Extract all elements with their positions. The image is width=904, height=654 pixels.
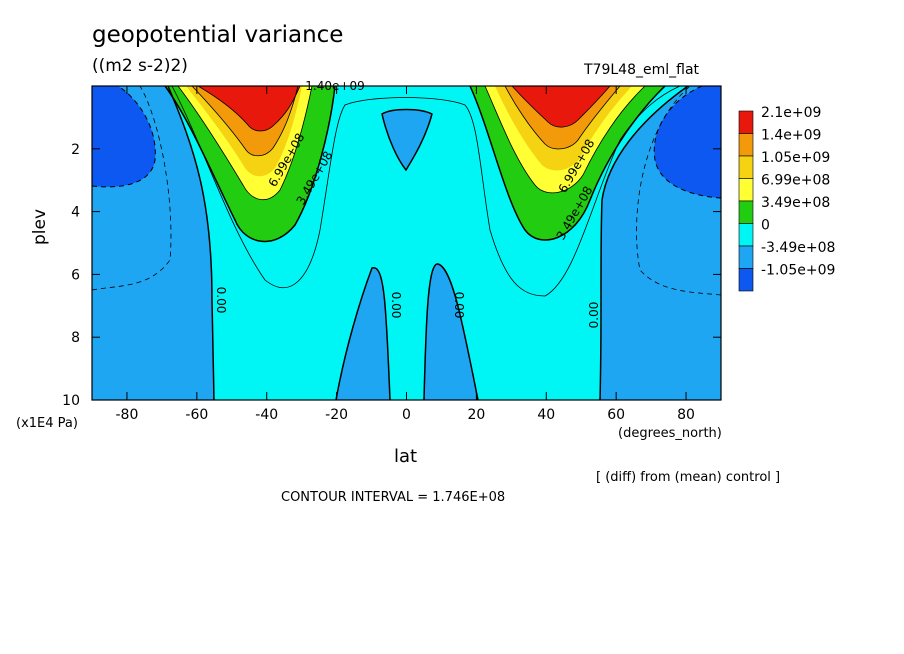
contour-yellow-right xyxy=(484,86,646,194)
contour-interval: CONTOUR INTERVAL = 1.746E+08 xyxy=(281,490,506,505)
colorbar-swatch xyxy=(738,133,754,157)
colorbar-label: 2.1e+09 xyxy=(761,105,821,121)
run-label: T79L48_eml_flat xyxy=(584,62,700,78)
contour-label: 0.00 xyxy=(452,292,466,319)
x-tick-label: -80 xyxy=(116,407,139,423)
contour-yellow-left xyxy=(177,86,313,200)
field-right-strong-negative xyxy=(654,86,721,198)
contour-zero-center-left xyxy=(335,267,391,400)
contour-dashed-left-outer xyxy=(92,86,172,291)
y-tick-label: 4 xyxy=(71,205,80,221)
colorbar-swatch xyxy=(738,110,754,134)
colorbar-label: 1.4e+09 xyxy=(761,128,821,144)
chart-title: geopotential variance xyxy=(92,22,344,48)
contour-fields xyxy=(92,86,721,400)
colorbar-swatch xyxy=(738,223,754,247)
colorbar-label: 6.99e+08 xyxy=(761,173,830,189)
x-tick-label: -40 xyxy=(255,407,278,423)
colorbar-label: 0 xyxy=(761,218,770,234)
y-tick-label: 2 xyxy=(71,142,80,158)
contour-dashed-right xyxy=(653,86,721,199)
colorbar-swatch xyxy=(738,268,754,292)
colorbar-swatch xyxy=(738,178,754,202)
contour-dashed-left xyxy=(92,86,156,188)
x-axis-unit: (degrees_north) xyxy=(618,426,722,441)
x-tick-label: 40 xyxy=(537,407,555,423)
contour-label: 0.00 xyxy=(214,287,228,314)
contour-orange-left xyxy=(191,86,299,157)
contour-dashed-right-outer xyxy=(636,86,721,296)
x-tick-label: -20 xyxy=(325,407,348,423)
colorbar-label: -3.49e+08 xyxy=(761,240,835,256)
y-axis-unit: (x1E4 Pa) xyxy=(16,416,78,431)
contour-cyan-inner xyxy=(171,86,681,297)
x-tick-label: 60 xyxy=(607,407,625,423)
field-left-red xyxy=(198,86,300,131)
x-tick-label: 80 xyxy=(677,407,695,423)
field-left-strong-negative xyxy=(92,86,156,187)
colorbar-swatch xyxy=(738,155,754,179)
colorbar-label: 3.49e+08 xyxy=(761,195,830,211)
contour-label: 0.00 xyxy=(587,302,601,329)
y-ticks: 2 4 6 8 10 xyxy=(62,142,721,409)
contour-zero-left xyxy=(167,86,215,400)
chart-units: ((m2 s-2)2) xyxy=(92,56,188,76)
field-equator-negative xyxy=(382,109,432,170)
x-tick-label: 20 xyxy=(467,407,485,423)
colorbar-label: -1.05e+09 xyxy=(761,263,835,279)
contour-zero-center-right xyxy=(423,263,479,400)
colorbar: 2.1e+09 1.4e+09 1.05e+09 6.99e+08 3.49e+08 0 -… xyxy=(738,105,835,292)
y-tick-label: 10 xyxy=(62,393,80,409)
contour-zero-equator-top xyxy=(381,108,433,172)
x-axis-label: lat xyxy=(394,446,418,467)
x-tick-label: 0 xyxy=(402,407,411,423)
y-tick-label: 8 xyxy=(71,330,80,346)
contour-lines xyxy=(92,86,721,400)
y-tick-label: 6 xyxy=(71,267,80,283)
field-right-red xyxy=(512,86,610,128)
contour-zero-right xyxy=(599,86,689,400)
contour-orange-right xyxy=(504,86,621,150)
contour-red-left xyxy=(197,86,301,132)
contour-label: 1.40e+09 xyxy=(305,79,364,93)
x-ticks: -80 -60 -40 -20 0 20 40 60 80 xyxy=(116,86,695,423)
contour-green-left xyxy=(164,86,336,242)
colorbar-label: 1.05e+09 xyxy=(761,150,830,166)
x-tick-label: -60 xyxy=(185,407,208,423)
colorbar-swatch xyxy=(738,200,754,224)
contour-label: 0.00 xyxy=(389,292,403,319)
diff-note: [ (diff) from (mean) control ] xyxy=(596,470,781,485)
colorbar-swatch xyxy=(738,245,754,269)
contour-green-right xyxy=(469,86,666,241)
contour-red-right xyxy=(511,86,611,128)
